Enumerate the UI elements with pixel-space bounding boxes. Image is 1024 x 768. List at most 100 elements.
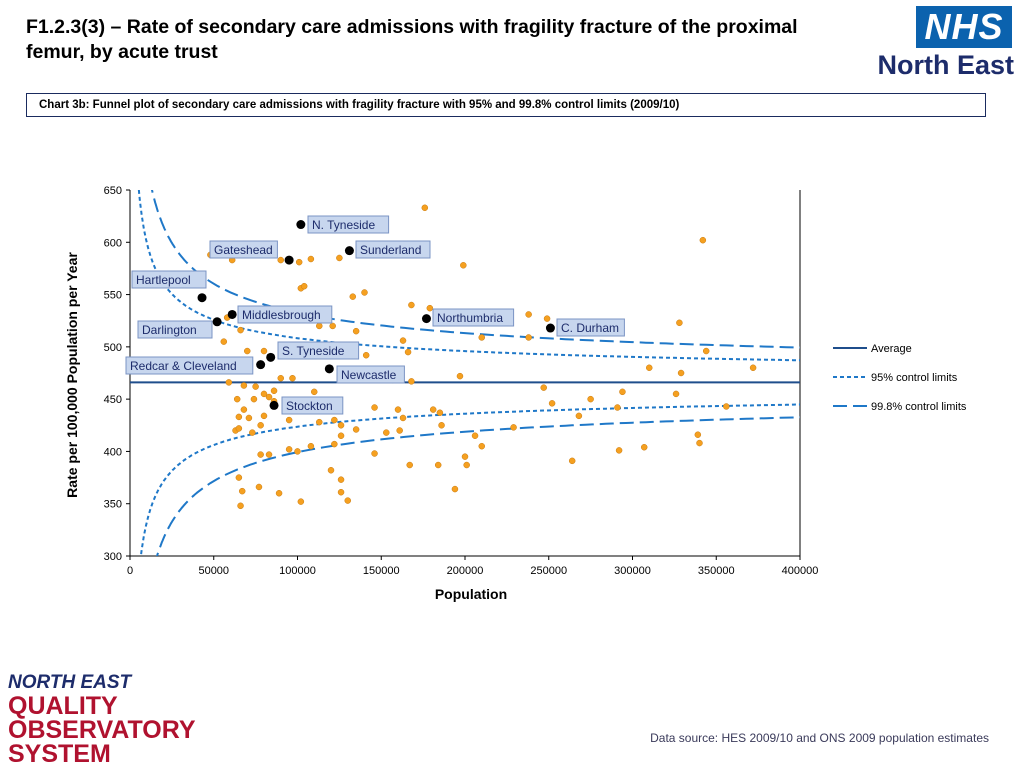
neqos-logo-line-1: NORTH EAST	[8, 672, 132, 693]
trust-data-point	[250, 395, 258, 403]
y-tick-label: 650	[104, 185, 122, 197]
label-box-newcastle	[336, 365, 405, 384]
highlighted-trust-point	[266, 352, 276, 362]
nhs-logo-box: NHS	[916, 6, 1012, 48]
trust-data-point	[327, 467, 335, 474]
y-tick-label: 400	[104, 446, 122, 458]
trust-data-point	[614, 404, 621, 411]
trust-data-point	[289, 374, 296, 382]
trust-data-point	[311, 388, 318, 396]
label-box-south-tyneside	[277, 341, 360, 360]
legend-99-8-percent-label: 99.8% control limits	[871, 401, 967, 413]
trust-data-point	[235, 474, 243, 481]
trust-data-point	[297, 498, 305, 505]
trust-data-point	[237, 502, 244, 510]
trust-data-point	[252, 383, 259, 390]
trust-data-point	[300, 282, 308, 290]
page-title: F1.2.3(3) – Rate of secondary care admis…	[26, 16, 798, 63]
trust-data-point	[352, 426, 360, 433]
trust-data-point	[245, 414, 253, 422]
trust-data-point	[408, 378, 415, 385]
trust-data-point	[723, 403, 730, 410]
trust-data-point	[275, 490, 283, 497]
trust-data-point	[619, 388, 626, 396]
legend-average-label: Average	[871, 343, 912, 355]
highlighted-trust-point	[227, 309, 237, 319]
label-stockton: Stockton	[286, 399, 333, 413]
trust-data-point	[575, 412, 583, 420]
trust-data-point	[478, 442, 485, 450]
trust-data-point	[237, 326, 244, 334]
x-tick-label: 350000	[698, 565, 735, 577]
trust-data-point	[510, 424, 517, 431]
trust-data-point	[429, 406, 437, 413]
trust-data-point	[307, 255, 315, 263]
trust-data-point	[525, 334, 532, 341]
trust-data-point	[640, 443, 648, 451]
neqos-logo-line-3: OBSERVATORY	[8, 716, 196, 744]
trust-data-point	[329, 322, 336, 330]
y-tick-label: 550	[104, 290, 122, 302]
highlighted-trust-point	[344, 246, 354, 256]
trust-data-point	[463, 461, 470, 469]
y-axis-title: Rate per 100,000 Population per Year	[64, 252, 80, 498]
x-tick-label: 50000	[198, 565, 229, 577]
trust-data-point	[260, 412, 268, 420]
label-south-tyneside: S. Tyneside	[282, 344, 345, 358]
trust-data-point	[337, 422, 345, 429]
trust-data-point	[694, 431, 702, 438]
y-tick-label: 500	[104, 342, 122, 354]
trust-data-point	[249, 429, 256, 436]
trust-data-point	[371, 450, 378, 457]
data-source-note: Data source: HES 2009/10 and ONS 2009 po…	[650, 731, 989, 745]
trust-data-point	[525, 311, 532, 318]
label-box-hartlepool	[131, 270, 207, 289]
highlighted-trust-point	[284, 255, 294, 265]
nhs-north-east-logo: NHS North East	[852, 6, 1018, 82]
trust-data-point	[277, 256, 284, 264]
x-tick-label: 200000	[447, 565, 484, 577]
trust-data-point	[295, 258, 303, 266]
trust-data-point	[543, 315, 551, 322]
x-tick-label: 300000	[614, 565, 651, 577]
trust-data-point	[238, 487, 246, 495]
y-tick-label: 600	[104, 237, 122, 249]
99-8-percent-upper-control-limit	[150, 190, 800, 349]
trust-data-point	[336, 254, 343, 262]
label-box-northumbria	[432, 308, 515, 327]
trust-data-point	[220, 338, 228, 345]
trust-data-point	[235, 413, 243, 421]
trust-data-point	[361, 289, 368, 296]
trust-data-point	[285, 446, 293, 453]
trust-data-point	[702, 347, 710, 355]
trust-data-point	[371, 404, 378, 411]
trust-data-point	[404, 348, 412, 356]
trust-data-point	[383, 429, 390, 436]
trust-data-point	[331, 416, 338, 424]
trust-data-point	[337, 432, 345, 439]
trust-data-point	[344, 497, 351, 504]
trust-data-point	[396, 427, 403, 434]
trust-data-point	[240, 382, 248, 389]
trust-data-point	[235, 425, 243, 432]
trust-data-point	[451, 485, 459, 493]
trust-data-point	[285, 416, 293, 424]
trust-data-point	[257, 422, 264, 429]
trust-data-point	[265, 393, 273, 401]
trust-data-point	[434, 461, 442, 469]
highlighted-trust-point	[545, 323, 555, 333]
neqos-logo-line-4: SYSTEM	[8, 740, 111, 768]
trust-data-point	[255, 483, 263, 491]
y-tick-label: 450	[104, 394, 122, 406]
label-middlesbrough: Middlesbrough	[242, 308, 321, 322]
label-box-n-tyneside	[307, 215, 390, 234]
trust-data-point	[294, 448, 301, 455]
trust-data-point	[677, 369, 685, 377]
legend-95-percent-label: 95% control limits	[871, 372, 958, 384]
highlighted-trust-point	[212, 317, 222, 327]
trust-data-point	[349, 293, 357, 300]
trust-data-point	[699, 236, 707, 244]
trust-data-point	[316, 418, 323, 426]
x-tick-label: 100000	[279, 565, 316, 577]
highlighted-trust-point	[421, 314, 431, 324]
